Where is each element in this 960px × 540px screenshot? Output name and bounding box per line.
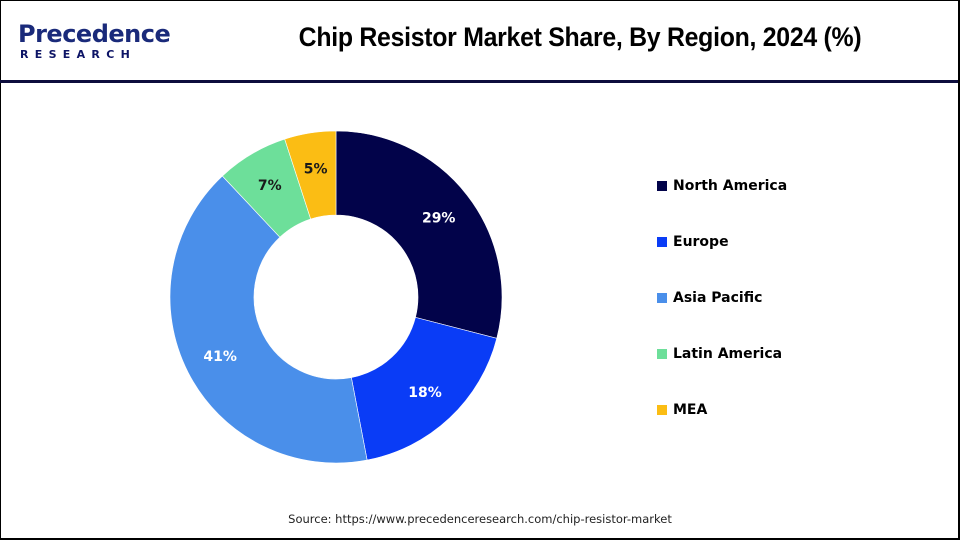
legend-label: North America xyxy=(673,178,788,194)
legend-item-europe: Europe xyxy=(657,232,729,252)
legend-item-asia-pacific: Asia Pacific xyxy=(657,288,762,308)
legend-swatch-icon xyxy=(657,237,667,247)
legend-swatch-icon xyxy=(657,293,667,303)
chart-title: Chip Resistor Market Share, By Region, 2… xyxy=(298,22,862,52)
legend-swatch-icon xyxy=(657,349,667,359)
header-divider xyxy=(0,80,958,83)
donut-slice-north-america xyxy=(335,130,503,339)
slice-value-label: 29% xyxy=(422,210,456,226)
precedence-research-logo: Precedence RESEARCH xyxy=(18,20,171,64)
legend-item-latin-america: Latin America xyxy=(657,344,782,364)
legend-label: MEA xyxy=(673,402,708,418)
logo-wordmark: Precedence xyxy=(18,20,171,48)
slice-value-label: 18% xyxy=(408,385,442,401)
donut-slice-mea xyxy=(284,130,337,220)
slice-value-label: 41% xyxy=(203,349,237,365)
legend-label: Asia Pacific xyxy=(673,290,763,306)
donut-slice-asia-pacific xyxy=(169,175,368,464)
logo-subtext: RESEARCH xyxy=(20,48,137,61)
slice-value-label: 7% xyxy=(258,178,282,194)
legend-swatch-icon xyxy=(657,181,667,191)
legend-label: Europe xyxy=(673,234,729,250)
legend-label: Latin America xyxy=(673,346,783,362)
legend-swatch-icon xyxy=(657,405,667,415)
legend-item-north-america: North America xyxy=(657,176,787,196)
source-citation: Source: https://www.precedenceresearch.c… xyxy=(288,512,672,526)
slice-value-label: 5% xyxy=(304,162,328,178)
donut-slice-europe xyxy=(351,317,498,461)
legend-item-mea: MEA xyxy=(657,400,707,420)
